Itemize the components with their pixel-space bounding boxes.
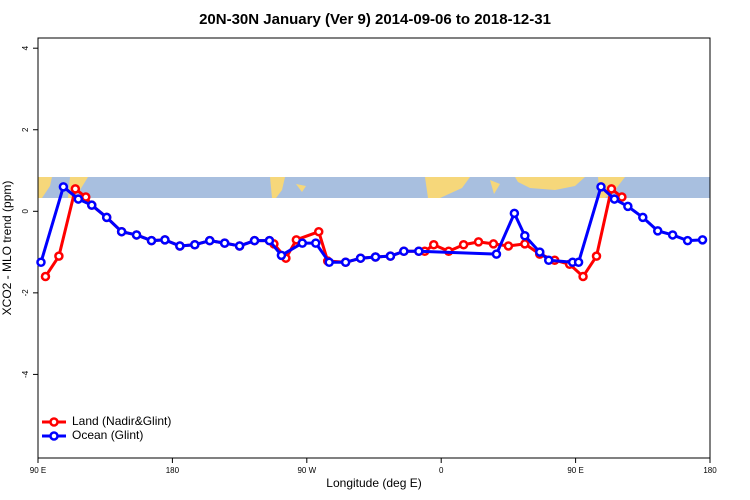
- map-strip: [38, 177, 710, 198]
- data-point: [488, 239, 499, 249]
- data-point: [355, 253, 366, 263]
- data-point: [249, 235, 260, 246]
- x-axis-label: Longitude (deg E): [326, 476, 421, 490]
- legend-swatch-point: [49, 417, 59, 427]
- data-point: [54, 251, 64, 261]
- legend-swatch-point: [49, 431, 59, 441]
- data-point: [116, 226, 127, 237]
- x-tick-label: 180: [703, 466, 717, 475]
- data-point: [40, 271, 51, 282]
- data-point: [370, 252, 381, 262]
- data-point: [297, 238, 308, 248]
- data-point: [131, 230, 142, 240]
- data-point: [520, 231, 530, 241]
- data-point: [591, 251, 602, 261]
- data-point: [219, 238, 230, 248]
- data-point: [596, 182, 606, 192]
- chart-title: 20N-30N January (Ver 9) 2014-09-06 to 20…: [199, 11, 551, 28]
- x-tick-label: 0: [439, 466, 444, 475]
- data-point: [73, 194, 84, 204]
- data-point: [573, 257, 584, 268]
- data-point: [264, 235, 275, 246]
- legend-label: Land (Nadir&Glint): [72, 414, 171, 428]
- y-tick-label: 0: [21, 209, 30, 214]
- data-point: [414, 246, 424, 257]
- data-point: [146, 235, 157, 246]
- data-point: [204, 235, 215, 246]
- data-point: [58, 182, 69, 192]
- data-point: [682, 235, 693, 246]
- data-point: [509, 208, 520, 219]
- data-point: [667, 230, 678, 240]
- data-point: [638, 212, 648, 223]
- data-point: [340, 257, 351, 268]
- data-point: [503, 241, 514, 251]
- plot-frame: [37, 37, 711, 459]
- data-point: [87, 200, 97, 210]
- y-tick-label: 4: [21, 45, 30, 50]
- y-tick-label: -2: [21, 289, 30, 297]
- y-tick-label: -4: [21, 370, 30, 378]
- y-axis-label: XCO2 - MLO trend (ppm): [0, 181, 14, 316]
- data-point: [399, 246, 409, 257]
- y-tick-label: 2: [21, 127, 30, 132]
- data-point: [491, 249, 502, 259]
- data-point: [276, 250, 287, 261]
- data-point: [234, 241, 245, 251]
- data-point: [385, 251, 396, 261]
- data-point: [428, 239, 439, 250]
- data-point: [324, 257, 334, 268]
- data-point: [652, 226, 663, 236]
- data-point: [81, 192, 91, 202]
- data-point: [606, 184, 617, 194]
- x-tick-label: 90 E: [30, 466, 46, 475]
- data-point: [623, 201, 633, 212]
- data-point: [190, 239, 200, 250]
- x-tick-label: 90 E: [567, 466, 583, 475]
- series: [36, 182, 708, 268]
- x-tick-label: 180: [166, 466, 180, 475]
- data-point: [473, 237, 484, 247]
- data-point: [697, 235, 708, 245]
- x-tick-label: 90 W: [297, 466, 316, 475]
- legend-label: Ocean (Glint): [72, 428, 143, 442]
- data-point: [36, 257, 46, 268]
- data-point: [311, 238, 321, 248]
- data-point: [458, 239, 469, 250]
- data-point: [617, 192, 627, 202]
- data-point: [578, 271, 588, 282]
- data-point: [160, 235, 170, 245]
- data-point: [609, 194, 620, 204]
- data-point: [520, 239, 530, 249]
- data-point: [175, 241, 185, 251]
- data-point: [70, 184, 81, 194]
- data-point: [543, 255, 554, 265]
- data-point: [101, 212, 112, 223]
- data-point: [313, 226, 324, 237]
- data-point: [535, 247, 545, 257]
